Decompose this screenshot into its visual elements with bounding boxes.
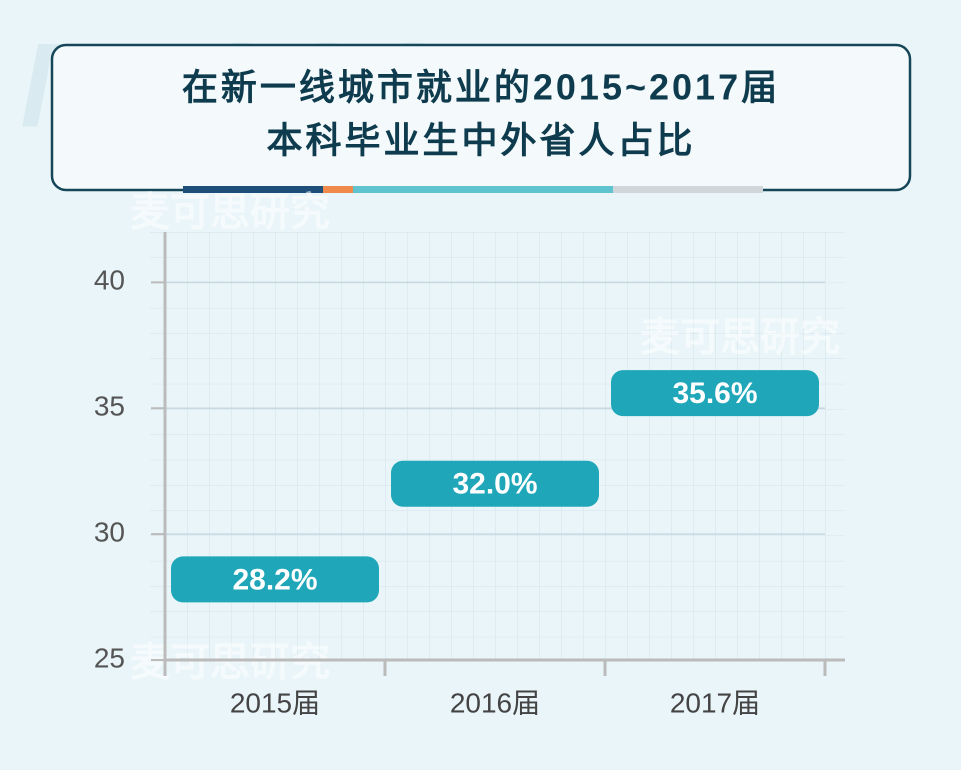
y-tick-label: 40 xyxy=(94,265,125,296)
x-tick-label: 2017届 xyxy=(670,687,760,718)
x-tick-label: 2015届 xyxy=(230,687,320,718)
chart-title: 在新一线城市就业的2015~2017届 xyxy=(182,67,780,108)
data-label: 32.0% xyxy=(452,468,537,501)
data-label: 28.2% xyxy=(232,563,317,596)
x-tick-label: 2016届 xyxy=(450,687,540,718)
watermark: 麦可思研究 xyxy=(130,641,330,685)
title-deco xyxy=(183,186,323,193)
bar xyxy=(611,370,819,417)
data-label: 35.6% xyxy=(672,377,757,410)
y-tick-label: 30 xyxy=(94,517,125,548)
watermark: 麦可思研究 xyxy=(130,191,330,235)
title-deco xyxy=(613,186,763,193)
title-deco xyxy=(323,186,353,193)
bar xyxy=(171,556,379,603)
chart-title: 本科毕业生中外省人占比 xyxy=(266,120,695,161)
title-deco xyxy=(353,186,613,193)
y-tick-label: 25 xyxy=(94,642,125,673)
watermark: 麦可思研究 xyxy=(640,316,840,360)
bar xyxy=(391,460,599,507)
y-tick-label: 35 xyxy=(94,391,125,422)
